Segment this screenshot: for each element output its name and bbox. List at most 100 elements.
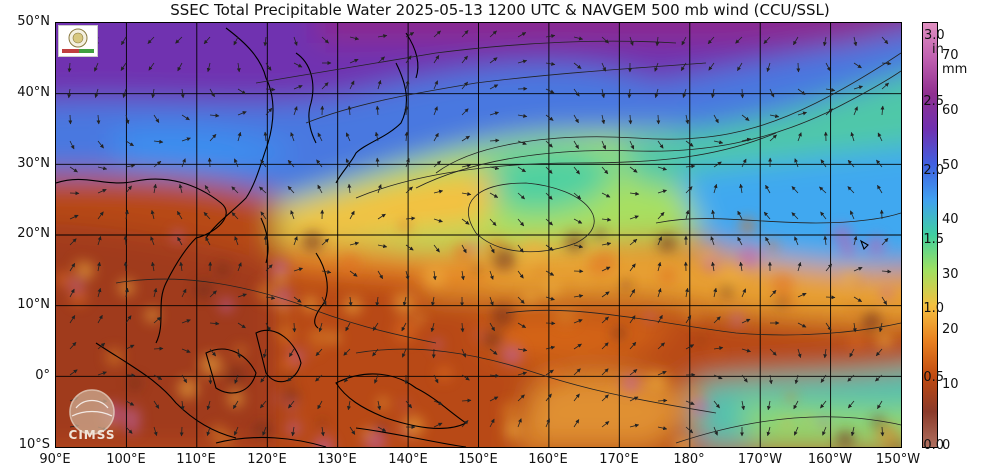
wind-arrow [629,191,640,196]
wind-arrow [236,62,241,73]
wind-arrow [237,262,242,272]
colorbar-mm-30: 30 [942,267,959,282]
lon-label-100e: 100°E [106,452,146,467]
wind-arrow [461,135,470,142]
wind-arrow [377,244,388,249]
wind-arrow [657,426,668,431]
wind-arrow [177,62,183,72]
wind-arrow [209,88,215,98]
moisture-speckle [280,356,297,373]
wind-arrow [737,62,743,72]
colorbar-inch-0-5: 0.5 [923,370,944,385]
wind-arrow [741,348,751,353]
wind-arrow [853,106,858,116]
moisture-speckle [276,287,293,304]
wind-arrow [123,235,128,246]
wind-arrow [433,132,439,142]
wind-arrow [573,114,579,124]
lon-label-120e: 120°E [247,452,287,467]
wind-arrow [321,36,329,44]
wind-arrow [181,288,187,298]
wind-arrow [793,36,799,46]
wind-arrow [713,316,721,324]
wind-arrow [377,56,385,64]
wind-arrow [125,114,130,125]
wind-arrow [405,400,413,409]
lon-label-170w: 170°W [737,452,783,467]
wind-arrow [289,348,295,358]
tpw-map[interactable] [55,22,902,448]
wind-arrow [545,34,556,39]
wind-arrow [349,270,358,277]
wind-arrow [405,270,410,281]
moisture-speckle [876,332,893,349]
wind-arrow [125,400,135,406]
wind-arrow [797,88,806,95]
moisture-speckle [123,417,140,434]
wind-arrow [489,57,498,64]
moisture-speckle [703,258,717,272]
wind-arrow [349,36,360,41]
wind-arrow [461,163,472,168]
moisture-speckle [270,259,290,279]
wind-arrow [685,164,696,169]
wind-arrow [517,218,525,227]
lat-label-20n: 20°N [17,226,50,241]
wind-arrow [318,322,323,333]
wind-arrow [769,88,775,98]
wind-arrow [713,374,723,380]
wind-arrow [343,348,351,356]
moisture-speckle [594,228,606,240]
wind-arrow [97,236,102,246]
wind-arrow [461,108,469,116]
wind-arrow [489,30,497,38]
wind-arrow [315,374,323,382]
lat-label-0: 0° [35,368,50,383]
wind-arrow [402,296,407,307]
wind-arrow [545,369,554,376]
wind-arrow [489,218,497,226]
wind-arrow [685,140,694,147]
wind-arrow [124,209,129,220]
moisture-speckle [738,246,761,268]
wind-arrow [377,400,382,411]
wind-arrow [820,374,827,383]
wind-arrow [822,426,827,436]
wind-arrow [573,166,580,175]
wind-arrow [345,132,351,142]
wind-arrow [517,347,528,352]
wind-arrow [259,186,267,194]
moisture-speckle [171,229,184,243]
wind-arrow [710,236,715,246]
wind-arrow [545,296,555,301]
wind-arrow [148,62,155,71]
wind-arrow [741,318,751,324]
wind-arrow [153,400,160,409]
wind-arrow [69,342,77,350]
wind-arrow [345,322,351,332]
wind-arrow [573,393,580,402]
colorbar-mm-0: 0 [942,438,951,453]
wind-arrow [881,61,892,66]
wind-arrow [881,296,888,305]
wind-arrow [206,400,211,411]
wind-arrow [657,236,662,246]
wind-arrow [489,348,498,355]
moisture-speckle [714,349,721,356]
wind-arrow [489,84,499,90]
wind-arrow [797,348,802,358]
wind-arrow [237,131,242,142]
moisture-speckle [274,273,288,286]
wind-arrow [153,374,163,380]
wind-arrow [377,34,388,39]
wind-arrow [315,348,323,356]
wind-arrow [461,374,470,381]
wind-arrow [405,55,412,64]
wind-arrow [629,315,636,324]
colorbar-inch-unit: in [932,42,944,57]
wind-arrow [234,236,239,246]
wind-arrow [260,374,267,383]
wind-arrow [151,88,156,99]
wind-arrow [461,218,470,225]
wind-arrow [629,423,640,428]
